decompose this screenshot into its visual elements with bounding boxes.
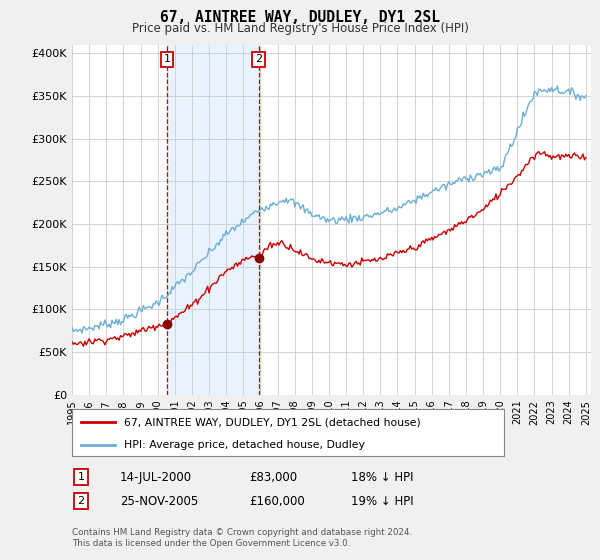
Text: 2: 2 bbox=[255, 54, 262, 64]
Text: £160,000: £160,000 bbox=[249, 494, 305, 508]
Text: 14-JUL-2000: 14-JUL-2000 bbox=[120, 470, 192, 484]
Text: £83,000: £83,000 bbox=[249, 470, 297, 484]
Bar bbox=[167, 45, 259, 395]
Text: 2: 2 bbox=[77, 496, 85, 506]
Text: 1: 1 bbox=[77, 472, 85, 482]
Text: 67, AINTREE WAY, DUDLEY, DY1 2SL: 67, AINTREE WAY, DUDLEY, DY1 2SL bbox=[160, 10, 440, 25]
Text: Contains HM Land Registry data © Crown copyright and database right 2024.
This d: Contains HM Land Registry data © Crown c… bbox=[72, 528, 412, 548]
Text: 19% ↓ HPI: 19% ↓ HPI bbox=[351, 494, 413, 508]
Text: Price paid vs. HM Land Registry's House Price Index (HPI): Price paid vs. HM Land Registry's House … bbox=[131, 22, 469, 35]
Text: 25-NOV-2005: 25-NOV-2005 bbox=[120, 494, 198, 508]
Text: HPI: Average price, detached house, Dudley: HPI: Average price, detached house, Dudl… bbox=[124, 440, 365, 450]
Text: 1: 1 bbox=[163, 54, 170, 64]
Text: 18% ↓ HPI: 18% ↓ HPI bbox=[351, 470, 413, 484]
Text: 67, AINTREE WAY, DUDLEY, DY1 2SL (detached house): 67, AINTREE WAY, DUDLEY, DY1 2SL (detach… bbox=[124, 417, 421, 427]
